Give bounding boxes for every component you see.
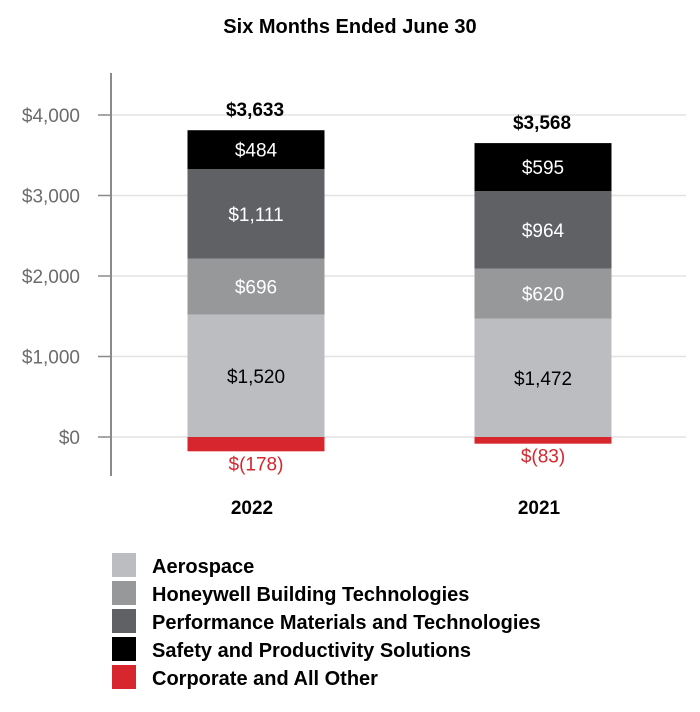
segment-value-label: $595	[522, 158, 564, 179]
y-tick-label: $0	[59, 428, 80, 449]
legend-label: Safety and Productivity Solutions	[152, 640, 471, 662]
bar-segment	[474, 268, 612, 319]
bar-segment	[187, 437, 325, 452]
segment-value-label: $(83)	[521, 447, 565, 468]
legend-item: Performance Materials and Technologies	[112, 609, 541, 634]
total-label: $3,633	[226, 100, 284, 121]
total-label: $3,568	[513, 113, 571, 134]
y-tick-label: $4,000	[22, 106, 80, 127]
segment-value-label: $484	[235, 141, 278, 162]
legend-label: Aerospace	[152, 556, 254, 578]
y-axis-ticks: $0 $1,000 $2,000 $3,000 $4,000	[22, 106, 111, 449]
segment-value-label: $1,520	[227, 367, 285, 388]
bar-segment	[187, 130, 325, 170]
legend-item: Honeywell Building Technologies	[112, 581, 469, 606]
legend-label: Honeywell Building Technologies	[152, 584, 469, 606]
x-category-label: 2022	[231, 498, 273, 519]
bars: $1,520 $696 $1,111 $484 $(178) $3,633 $1,472 $6…	[187, 100, 612, 475]
legend-item: Safety and Productivity Solutions	[112, 637, 471, 662]
bar-segment	[187, 258, 325, 315]
legend-swatch	[112, 637, 136, 661]
segment-value-label: $1,111	[228, 205, 283, 226]
y-tick-label: $2,000	[22, 267, 80, 288]
bar-segment	[474, 143, 612, 191]
legend-swatch	[112, 581, 136, 605]
bar-segment	[187, 169, 325, 259]
legend: Aerospace Honeywell Building Technologies…	[112, 553, 541, 690]
bar-segment	[474, 437, 612, 444]
legend-item: Corporate and All Other	[112, 665, 378, 690]
bar-stack-2021: $1,472 $620 $964 $595 $(83) $3,568	[474, 113, 612, 468]
y-tick-label: $3,000	[22, 187, 80, 208]
segment-value-label: $964	[522, 221, 565, 242]
bar-segment	[474, 190, 612, 269]
bar-segment	[187, 314, 325, 437]
segment-value-label: $696	[235, 278, 277, 299]
legend-label: Corporate and All Other	[152, 668, 378, 690]
category-labels: 2022 2021	[231, 498, 561, 519]
legend-swatch	[112, 665, 136, 689]
legend-swatch	[112, 609, 136, 633]
bar-segment	[474, 318, 612, 437]
segment-value-label: $(178)	[229, 454, 284, 475]
y-tick-label: $1,000	[22, 348, 80, 369]
segment-value-label: $1,472	[514, 369, 572, 390]
segment-value-label: $620	[522, 285, 564, 306]
legend-swatch	[112, 553, 136, 577]
legend-label: Performance Materials and Technologies	[152, 612, 541, 634]
x-category-label: 2021	[518, 498, 561, 519]
bar-stack-2022: $1,520 $696 $1,111 $484 $(178) $3,633	[187, 100, 325, 475]
legend-item: Aerospace	[112, 553, 254, 578]
chart-title: Six Months Ended June 30	[223, 16, 476, 38]
